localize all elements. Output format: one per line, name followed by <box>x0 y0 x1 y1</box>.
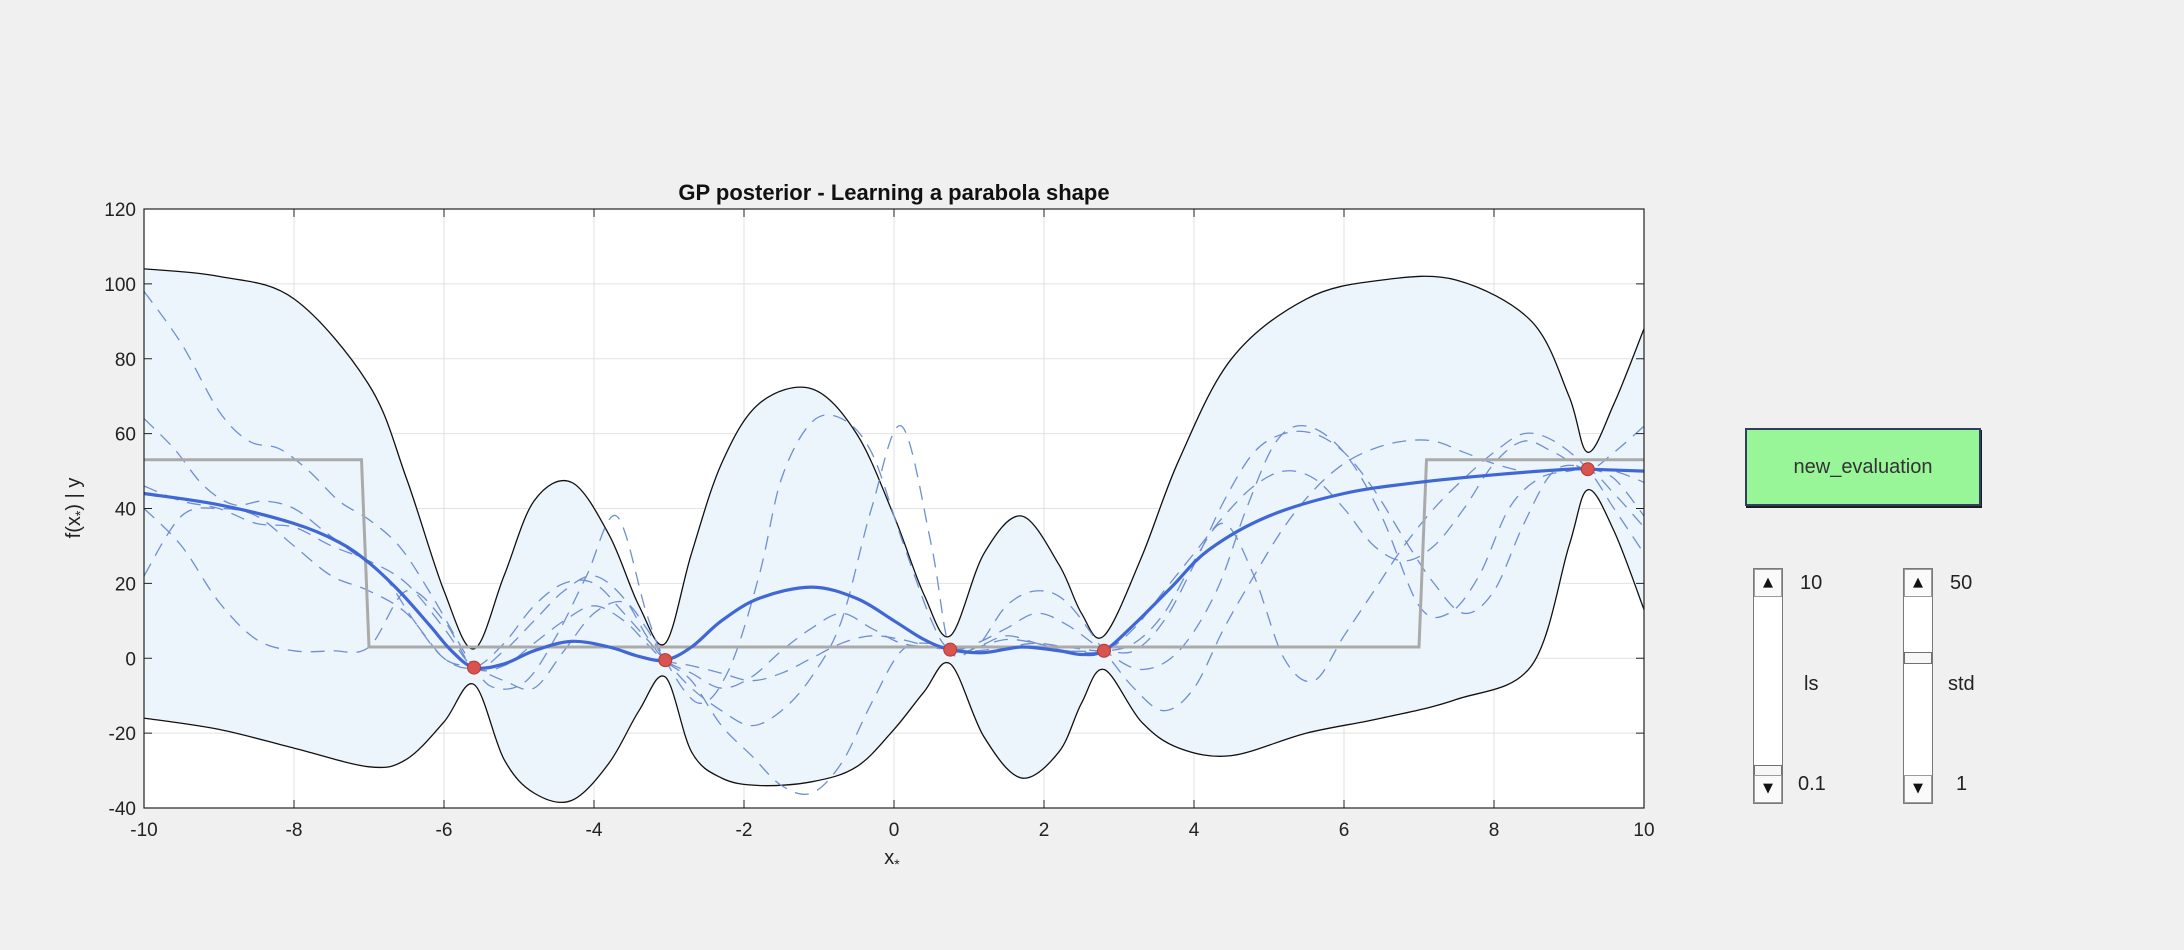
chart-title: GP posterior - Learning a parabola shape <box>678 180 1109 205</box>
y-axis-label-main: f(x <box>63 516 85 538</box>
confidence-band <box>144 268 1644 803</box>
y-tick-label: 120 <box>104 200 136 221</box>
ls-max-label: 10 <box>1800 572 1823 594</box>
y-axis-label-suffix: ) | y <box>63 478 85 511</box>
lower-bound-line <box>143 489 1645 804</box>
ls-slider-up-arrow-icon[interactable]: ▲ <box>1754 569 1782 597</box>
observations <box>467 462 1595 675</box>
y-tick-label: 0 <box>125 649 136 670</box>
x-tick-label: 2 <box>1039 820 1050 841</box>
y-tick-label: 80 <box>115 350 136 371</box>
ls-slider[interactable]: ▲ ▼ <box>1753 568 1783 804</box>
observation-point <box>467 660 481 675</box>
observation-point <box>658 653 673 668</box>
std-slider-up-arrow-icon[interactable]: ▲ <box>1904 569 1932 597</box>
observation-point <box>1097 643 1111 658</box>
sample-line <box>143 291 1645 704</box>
std-max-label: 50 <box>1950 572 1973 594</box>
ls-min-label: 0.1 <box>1798 773 1826 795</box>
y-tick-label: 60 <box>115 425 136 446</box>
observation-point <box>943 642 958 657</box>
std-slider-down-arrow-icon[interactable]: ▼ <box>1904 775 1932 803</box>
y-tick-label: 20 <box>115 574 136 595</box>
x-tick-label: 6 <box>1339 820 1350 841</box>
y-axis-label: f(x*) | y <box>63 478 88 539</box>
ls-slider-track[interactable] <box>1754 597 1782 777</box>
ls-slider-down-arrow-icon[interactable]: ▼ <box>1754 775 1782 803</box>
x-tick-label: -8 <box>286 820 303 841</box>
sample-line <box>143 425 1645 682</box>
posterior-mean-line <box>143 467 1645 670</box>
ls-label: ls <box>1804 673 1819 695</box>
new-evaluation-button[interactable]: new_evaluation <box>1745 428 1981 506</box>
std-slider[interactable]: ▲ ▼ <box>1903 568 1933 804</box>
x-tick-label: -6 <box>436 820 453 841</box>
y-tick-label: 40 <box>115 500 136 521</box>
x-axis-label-subscript: * <box>894 856 900 872</box>
std-slider-track[interactable] <box>1904 597 1932 775</box>
x-tick-label: 8 <box>1489 820 1500 841</box>
x-axis-label: x* <box>884 847 900 872</box>
y-tick-label: -20 <box>109 724 136 745</box>
x-tick-label: -10 <box>130 820 157 841</box>
x-tick-label: 10 <box>1633 820 1654 841</box>
std-min-label: 1 <box>1956 773 1968 795</box>
x-tick-label: -2 <box>736 820 753 841</box>
x-tick-label: 4 <box>1189 820 1200 841</box>
std-label: std <box>1948 673 1975 695</box>
sample-line <box>143 439 1645 795</box>
x-tick-label: 0 <box>889 820 900 841</box>
step-function-line <box>144 458 1644 649</box>
sample-line <box>143 418 1645 727</box>
observation-point <box>1580 462 1595 477</box>
y-tick-label: 100 <box>104 275 136 296</box>
y-tick-label: -40 <box>109 799 136 820</box>
std-slider-thumb[interactable] <box>1904 651 1932 664</box>
x-axis-label-main: x <box>884 847 894 869</box>
x-tick-label: -4 <box>586 820 603 841</box>
upper-bound-line <box>143 268 1645 650</box>
y-axis-label-subscript: * <box>72 510 88 516</box>
